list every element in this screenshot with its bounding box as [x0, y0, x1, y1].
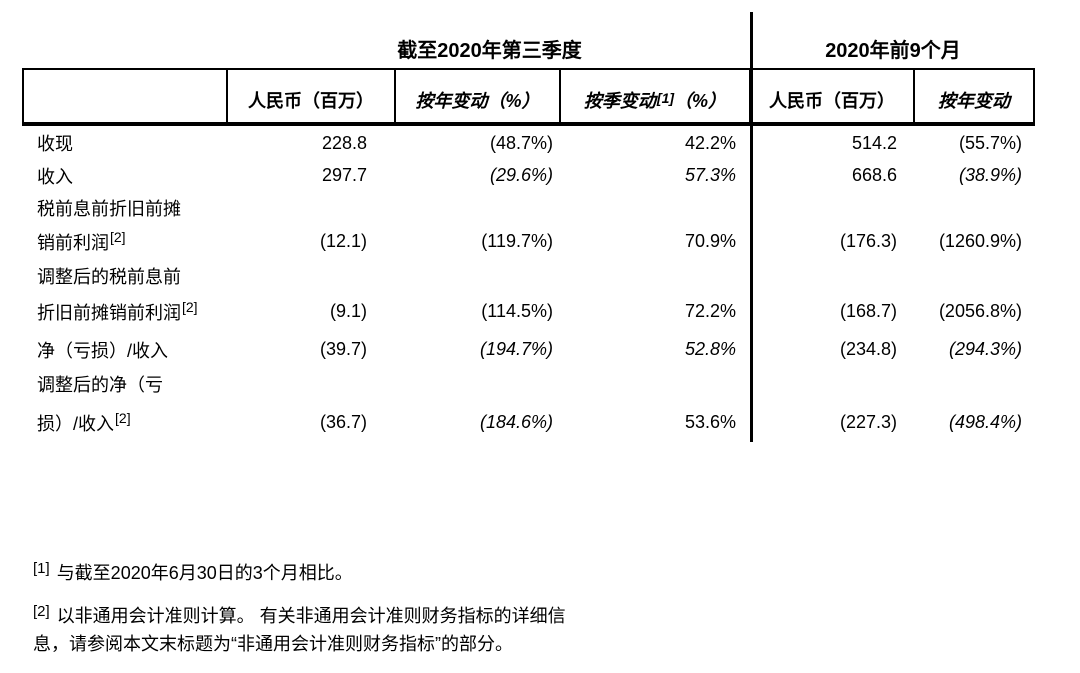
row-label-text: 调整后的税前息前	[37, 266, 181, 287]
cell-value: (194.7%)	[479, 339, 553, 359]
row-label: 税前息前折旧前摊	[22, 195, 228, 221]
table-row-8: 调整后的净（亏	[22, 368, 1035, 400]
cell-value: (1260.9%)	[938, 231, 1022, 251]
cell-value: (168.7)	[839, 301, 897, 321]
row-label: 收入	[22, 163, 228, 189]
cell-value: (2056.8%)	[938, 301, 1022, 321]
row-label-text: 损）/收入	[37, 413, 115, 434]
footnote-2: [2] 以非通用会计准则计算。 有关非通用会计准则财务指标的详细信 息，请参阅本文…	[33, 598, 733, 658]
footnote-ref: [2]	[110, 228, 126, 245]
cell-value: (55.7%)	[958, 132, 1022, 153]
cell-value: 297.7	[321, 165, 367, 185]
cell-value: (39.7)	[319, 339, 367, 359]
table-row-1: 收现 228.8 (48.7%) 42.2% 514.2 (55.7%)	[22, 126, 1035, 160]
row-label-text: 收入	[37, 166, 73, 187]
cell-value: (12.1)	[319, 231, 367, 251]
table-row-6: 折旧前摊销前利润[2] (9.1) (114.5%) 72.2% (168.7) (205…	[22, 292, 1035, 331]
header-cell-5: 人民币（百万）	[751, 70, 915, 122]
cell-value: (294.3%)	[948, 339, 1022, 359]
footnote-1: [1] 与截至2020年6月30日的3个月相比。	[33, 558, 353, 584]
row-label-text: 调整后的净（亏	[37, 375, 163, 395]
row-label: 折旧前摊销前利润[2]	[22, 299, 228, 325]
table-row-7: 净（亏损）/收入 (39.7) (194.7%) 52.8% (234.8) (294.3…	[22, 331, 1035, 368]
footnote-ref: [2]	[115, 409, 131, 426]
cell-value: (498.4%)	[948, 412, 1022, 432]
row-label-text: 净（亏损）/收入	[37, 340, 169, 361]
cell-value: 228.8	[321, 132, 367, 153]
header-cell-3: 按年变动（%）	[396, 70, 561, 122]
header-cell-4: 按季变动 [1] （%）	[561, 70, 751, 122]
row-label: 净（亏损）/收入	[22, 337, 228, 363]
cell-value: 70.9%	[684, 231, 736, 251]
cell-value: 53.6%	[684, 412, 736, 432]
header-label: 按年变动	[938, 91, 1010, 111]
footnote-1-marker: [1]	[33, 560, 50, 577]
header-cell-2: 人民币（百万）	[228, 70, 396, 122]
cell-value: 42.2%	[684, 132, 736, 153]
row-label-text: 税前息前折旧前摊	[37, 198, 181, 219]
cell-value: (114.5%)	[481, 301, 553, 321]
table-body: 收现 228.8 (48.7%) 42.2% 514.2 (55.7%) 收入 297.7 (2…	[22, 126, 1035, 445]
header-cell-1	[24, 70, 228, 122]
cell-value: 57.3%	[684, 165, 736, 185]
table-row-4: 销前利润[2] (12.1) (119.7%) 70.9% (176.3) (1260.9…	[22, 224, 1035, 259]
row-label: 销前利润[2]	[22, 229, 228, 255]
row-label: 收现	[22, 130, 228, 156]
financial-table: 人民币（百万） 按年变动（%） 按季变动 [1] （%） 人民币（百万） 按年变动 收现 22…	[22, 68, 1035, 445]
row-label: 调整后的税前息前	[22, 263, 228, 289]
section-divider	[750, 12, 753, 442]
cell-value: (119.7%)	[481, 231, 553, 251]
cell-value: 514.2	[851, 132, 897, 153]
footnote-ref: [1]	[656, 90, 675, 106]
cell-value: (48.7%)	[489, 132, 553, 153]
cell-value: 668.6	[851, 165, 897, 185]
cell-value: (36.7)	[319, 412, 367, 432]
footnote-2-text: 以非通用会计准则计算。 有关非通用会计准则财务指标的详细信 息，请参阅本文末标题…	[33, 606, 566, 654]
cell-value: (176.3)	[839, 231, 897, 251]
cell-value: (184.6%)	[479, 412, 553, 432]
header-label: 人民币（百万）	[769, 91, 895, 111]
table-row-2: 收入 297.7 (29.6%) 57.3% 668.6 (38.9%)	[22, 160, 1035, 191]
cell-value: 72.2%	[684, 301, 736, 321]
footnote-ref: [2]	[182, 298, 198, 315]
header-label-suffix: （%）	[674, 91, 727, 111]
header-label: 按年变动（%）	[415, 91, 540, 111]
header-label: 人民币（百万）	[248, 91, 374, 111]
header-cell-6: 按年变动	[915, 70, 1033, 122]
row-label-text: 销前利润	[37, 232, 109, 253]
row-label: 损）/收入[2]	[22, 410, 228, 436]
table-row-3: 税前息前折旧前摊	[22, 191, 1035, 224]
row-label-text: 收现	[37, 134, 73, 154]
section-header-nine-months: 2020年前9个月	[825, 40, 961, 62]
footnote-1-text: 与截至2020年6月30日的3个月相比。	[56, 563, 353, 583]
table-row-9: 损）/收入[2] (36.7) (184.6%) 53.6% (227.3) (498.4…	[22, 400, 1035, 445]
footnote-2-marker: [2]	[33, 603, 50, 620]
section-header-q3: 截至2020年第三季度	[397, 40, 582, 62]
header-label: 按季变动	[583, 91, 656, 111]
cell-value: (234.8)	[839, 339, 897, 359]
cell-value: (9.1)	[329, 301, 367, 321]
row-label-text: 折旧前摊销前利润	[37, 302, 181, 323]
cell-value: 52.8%	[684, 339, 736, 359]
table-row-5: 调整后的税前息前	[22, 259, 1035, 292]
cell-value: (38.9%)	[958, 165, 1022, 185]
row-label: 调整后的净（亏	[22, 371, 228, 397]
cell-value: (227.3)	[839, 412, 897, 432]
table-header-row: 人民币（百万） 按年变动（%） 按季变动 [1] （%） 人民币（百万） 按年变动	[22, 68, 1035, 126]
cell-value: (29.6%)	[489, 165, 553, 185]
